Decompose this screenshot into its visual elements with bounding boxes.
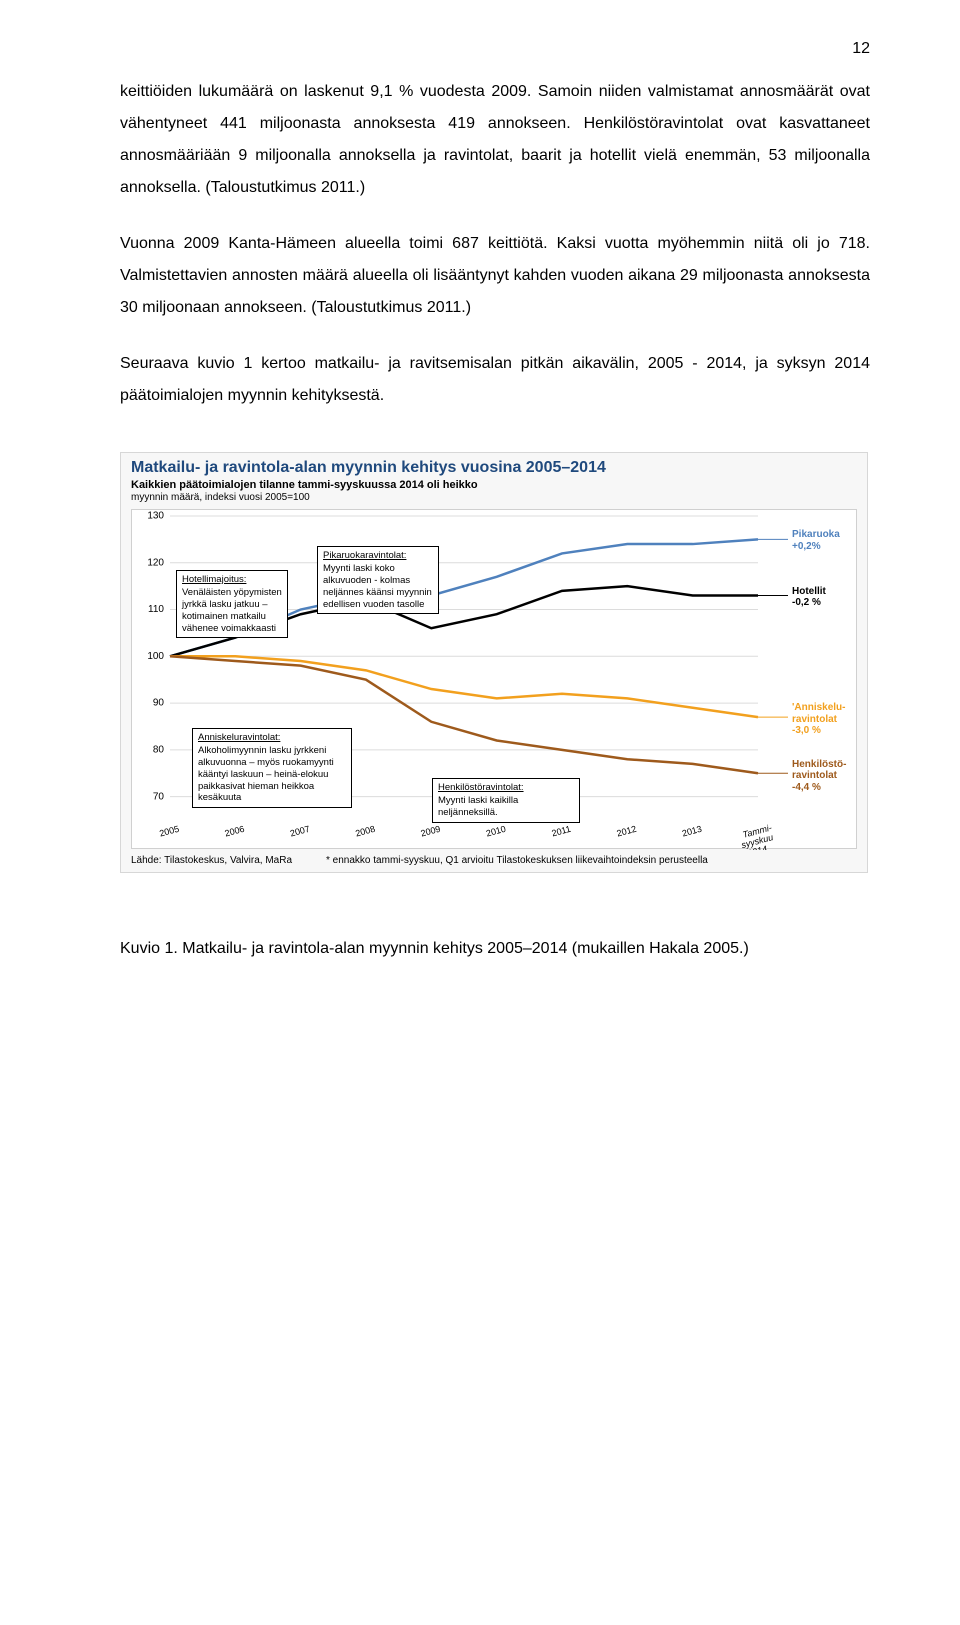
svg-text:2009: 2009: [420, 824, 442, 839]
figure-caption: Kuvio 1. Matkailu- ja ravintola-alan myy…: [120, 933, 870, 965]
svg-text:70: 70: [153, 791, 165, 802]
paragraph: Seuraava kuvio 1 kertoo matkailu- ja rav…: [120, 348, 870, 412]
chart-footer: Lähde: Tilastokeskus, Valvira, MaRa * en…: [131, 855, 857, 866]
annot-henkilosto: Henkilöstöravintolat: Myynti laski kaiki…: [432, 778, 580, 823]
chart-title: Matkailu- ja ravintola-alan myynnin kehi…: [131, 459, 857, 477]
annot-title: Henkilöstöravintolat:: [438, 782, 574, 794]
annot-hotelli: Hotellimajoitus: Venäläisten yöpymisten …: [176, 570, 288, 638]
paragraph: Vuonna 2009 Kanta-Hämeen alueella toimi …: [120, 228, 870, 324]
chart-sub2: myynnin määrä, indeksi vuosi 2005=100: [131, 492, 857, 503]
annot-body: Alkoholimyynnin lasku jyrkkeni alkuvuonn…: [198, 745, 334, 804]
chart-subtitle: Kaikkien päätoimialojen tilanne tammi-sy…: [131, 479, 857, 491]
annot-body: Myynti laski koko alkuvuoden - kolmas ne…: [323, 563, 432, 610]
annot-body: Myynti laski kaikilla neljänneksillä.: [438, 795, 518, 818]
chart-container: Matkailu- ja ravintola-alan myynnin kehi…: [120, 452, 868, 873]
chart-footer-right: * ennakko tammi-syyskuu, Q1 arvioitu Til…: [326, 855, 708, 866]
svg-text:2010: 2010: [485, 824, 507, 839]
svg-text:110: 110: [148, 604, 164, 615]
page-number: 12: [120, 40, 870, 58]
svg-text:2012: 2012: [616, 824, 638, 839]
svg-text:90: 90: [153, 698, 165, 709]
svg-text:100: 100: [147, 651, 164, 662]
rlabel-anniskelu: 'Anniskelu-ravintolat-3,0 %: [792, 702, 846, 737]
svg-text:130: 130: [147, 511, 164, 522]
annot-title: Anniskeluravintolat:: [198, 732, 346, 744]
svg-text:120: 120: [147, 557, 164, 568]
rlabel-henkilosto: Henkilöstö-ravintolat-4,4 %: [792, 759, 846, 794]
body-text: keittiöiden lukumäärä on laskenut 9,1 % …: [120, 76, 870, 412]
rlabel-hotellit: Hotellit-0,2 %: [792, 586, 826, 609]
chart-footer-left: Lähde: Tilastokeskus, Valvira, MaRa: [131, 855, 292, 866]
svg-text:2008: 2008: [354, 824, 376, 839]
annot-anniskelu: Anniskeluravintolat: Alkoholimyynnin las…: [192, 728, 352, 808]
annot-title: Hotellimajoitus:: [182, 574, 282, 586]
chart-plot-area: 70 80 90 100 110 120 130 2005 2006 2007 2008 2009 20…: [131, 509, 857, 849]
rlabel-pikaruoka: Pikaruoka+0,2%: [792, 529, 840, 552]
svg-text:2006: 2006: [224, 824, 246, 839]
svg-text:2013: 2013: [681, 824, 703, 839]
annot-body: Venäläisten yöpymisten jyrkkä lasku jatk…: [182, 587, 282, 634]
annot-pika: Pikaruokaravintolat: Myynti laski koko a…: [317, 546, 439, 614]
svg-text:2007: 2007: [289, 824, 311, 839]
paragraph: keittiöiden lukumäärä on laskenut 9,1 % …: [120, 76, 870, 204]
svg-text:2011: 2011: [551, 824, 572, 839]
svg-text:80: 80: [153, 744, 165, 755]
svg-text:2005: 2005: [158, 824, 180, 839]
annot-title: Pikaruokaravintolat:: [323, 550, 433, 562]
